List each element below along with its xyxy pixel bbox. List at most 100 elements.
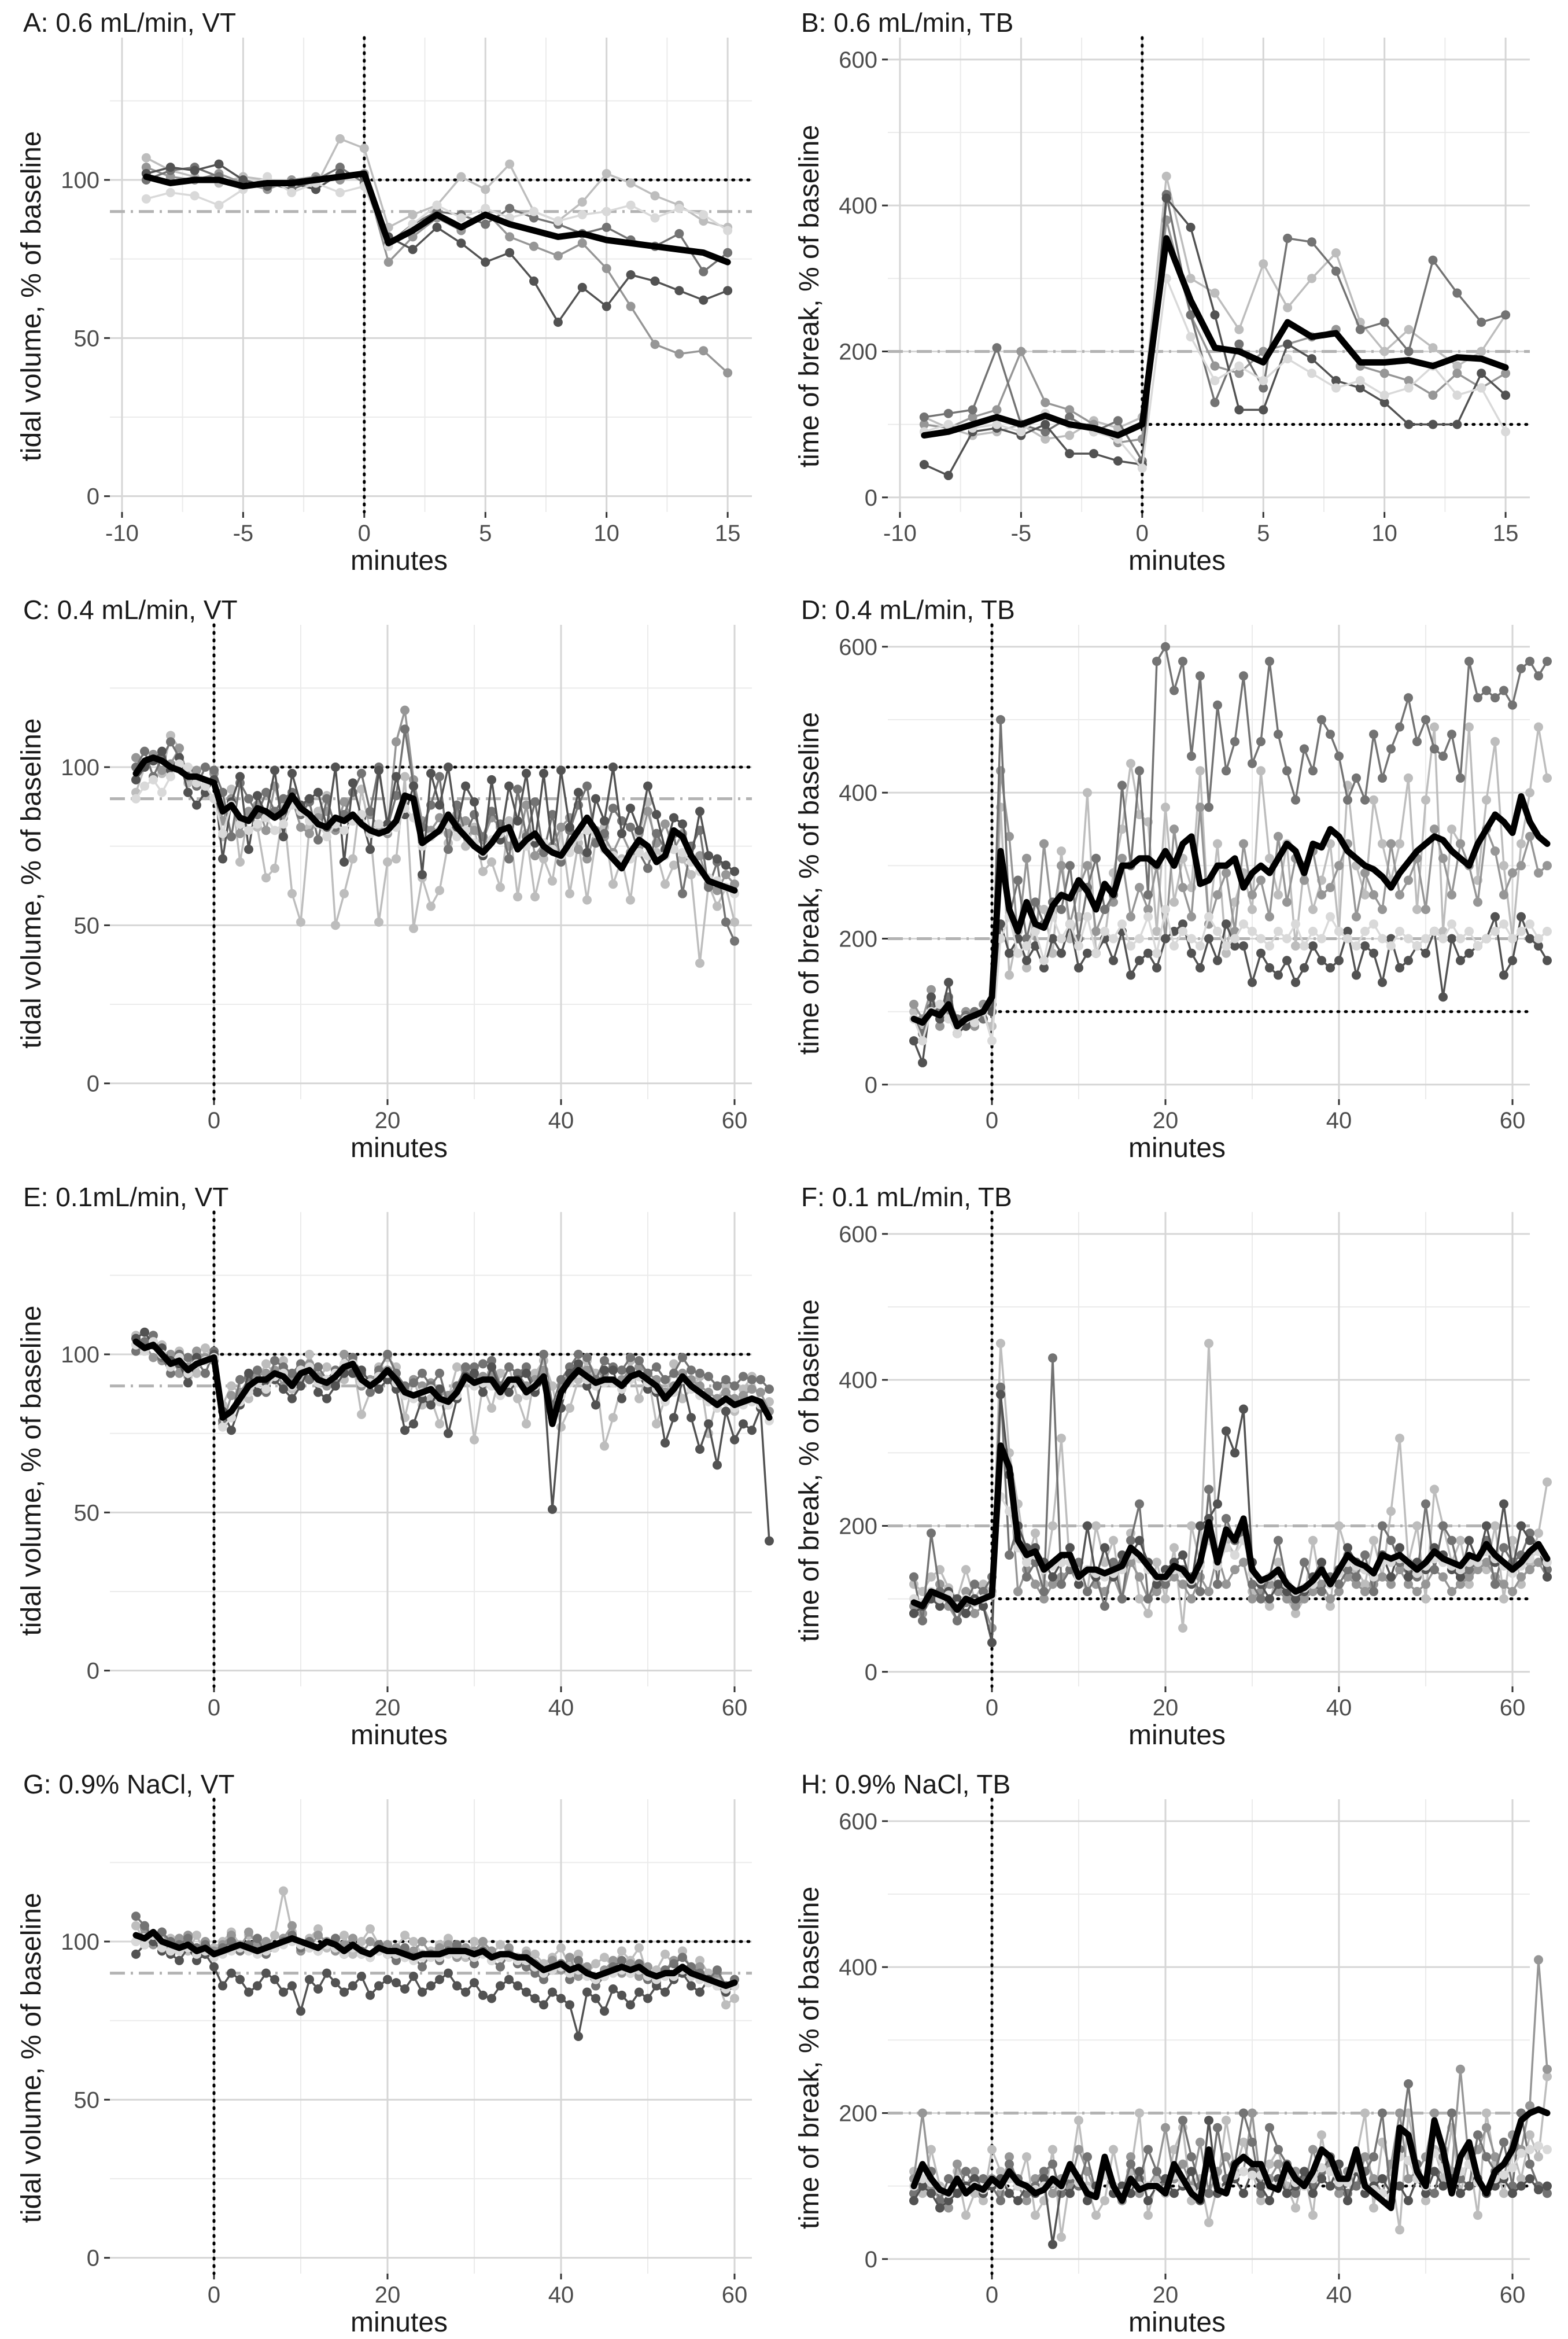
data-point: [1065, 2189, 1075, 2198]
data-point: [331, 920, 340, 930]
data-point: [1308, 1535, 1318, 1545]
data-point: [478, 867, 488, 876]
data-point: [608, 1365, 618, 1375]
data-point: [1239, 2167, 1248, 2176]
data-point: [1239, 1557, 1248, 1567]
data-point: [721, 1375, 730, 1384]
x-tick-label: 40: [548, 1695, 574, 1721]
data-point: [1534, 868, 1543, 878]
data-point: [577, 210, 587, 220]
data-point: [1065, 919, 1075, 929]
data-point: [1239, 2108, 1248, 2118]
data-point: [530, 1968, 540, 1978]
data-point: [970, 1608, 979, 1618]
data-point: [235, 772, 245, 782]
data-point: [721, 2000, 730, 2010]
data-point: [1331, 266, 1341, 276]
data-point: [608, 1984, 618, 1994]
data-point: [340, 889, 349, 898]
data-point: [574, 2032, 583, 2041]
data-point: [1404, 419, 1414, 429]
data-point: [1222, 941, 1231, 951]
data-point: [996, 1382, 1005, 1392]
data-point: [456, 172, 466, 182]
data-point: [1291, 1608, 1300, 1618]
data-point: [1256, 2196, 1266, 2205]
data-point: [695, 1962, 704, 1972]
data-point: [504, 1387, 514, 1397]
data-point: [617, 1394, 626, 1404]
data-point: [1421, 2189, 1430, 2198]
data-point: [279, 832, 288, 842]
data-point: [1386, 941, 1396, 951]
data-point: [944, 978, 953, 988]
data-point: [1259, 383, 1268, 393]
data-point: [1186, 223, 1196, 232]
data-point: [444, 763, 453, 772]
data-point: [1074, 1579, 1083, 1589]
x-tick-label: 5: [479, 521, 492, 546]
data-point: [522, 1368, 531, 1378]
data-point: [1534, 1557, 1543, 1567]
panel-c-title: C: 0.4 mL/min, VT: [23, 595, 238, 625]
data-point: [1143, 2211, 1153, 2220]
data-point: [1404, 956, 1413, 966]
data-point: [1213, 839, 1222, 849]
x-tick-label: -10: [883, 521, 917, 546]
data-point: [1117, 1594, 1127, 1604]
data-point: [1508, 2189, 1517, 2198]
data-point: [1274, 1557, 1283, 1567]
data-point: [1456, 773, 1465, 783]
data-point: [1430, 744, 1439, 754]
data-point: [699, 216, 709, 226]
data-point: [426, 1981, 436, 1991]
data-point: [131, 1949, 141, 1959]
data-point: [739, 1372, 748, 1382]
data-point: [1143, 1608, 1153, 1618]
data-point: [626, 301, 636, 311]
data-point: [400, 1931, 409, 1940]
x-tick-label: 0: [986, 1695, 998, 1721]
data-point: [565, 1953, 574, 1962]
data-point: [1482, 934, 1491, 944]
data-point: [927, 992, 936, 1002]
data-point: [1473, 897, 1482, 907]
data-point: [383, 1350, 392, 1359]
data-point: [183, 787, 193, 797]
data-point: [687, 1413, 696, 1423]
panel-g-title: G: 0.9% NaCl, VT: [23, 1769, 235, 1799]
data-point: [1213, 926, 1222, 936]
data-point: [348, 854, 357, 864]
data-point: [496, 1940, 505, 1950]
data-point: [1473, 693, 1482, 703]
x-tick-label: 10: [593, 521, 619, 546]
data-point: [1438, 1572, 1448, 1582]
data-point: [1161, 642, 1170, 651]
data-point: [1317, 715, 1326, 724]
data-point: [1438, 853, 1448, 863]
panel-c-ylabel: tidal volume, % of baseline: [16, 719, 47, 1049]
data-point: [548, 876, 557, 886]
panel-b-title: B: 0.6 mL/min, TB: [801, 8, 1013, 38]
data-point: [1256, 1594, 1266, 1604]
data-point: [556, 765, 566, 775]
data-point: [279, 1987, 288, 1997]
data-point: [1161, 171, 1171, 181]
data-point: [747, 1375, 757, 1384]
data-point: [279, 1886, 288, 1896]
data-point: [591, 1994, 600, 2003]
panel-g-plot: 0 20 40 60 0 50 100: [61, 1797, 754, 2308]
data-point: [1230, 934, 1239, 944]
data-point: [270, 1975, 279, 1984]
data-point: [456, 238, 466, 248]
data-point: [1456, 2064, 1465, 2074]
data-point: [279, 819, 288, 829]
data-point: [1395, 890, 1404, 900]
data-point: [1395, 2225, 1404, 2235]
y-tick-label: 50: [74, 326, 100, 351]
data-point: [661, 1987, 670, 1997]
series-line-4: [135, 1940, 736, 2038]
data-point: [1143, 890, 1153, 900]
data-point: [340, 826, 349, 835]
data-point: [1499, 686, 1508, 695]
